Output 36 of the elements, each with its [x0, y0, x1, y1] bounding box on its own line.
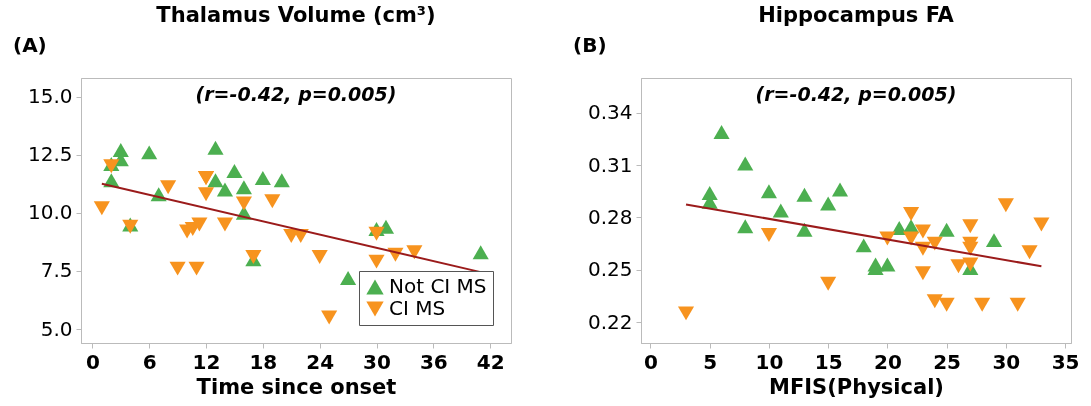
text: (A) [13, 33, 47, 57]
x-tick-label: 18 [249, 349, 278, 374]
x-tick-label: 25 [933, 349, 962, 374]
y-tick-label: 10.0 [27, 200, 73, 225]
x-tick-label: 5 [703, 349, 718, 374]
x-axis-title: Time since onset [196, 374, 397, 399]
text: (B) [573, 33, 607, 57]
y-tick-label: 0.22 [587, 309, 633, 334]
y-tick-label: 12.5 [27, 142, 73, 167]
x-tick-label: 36 [419, 349, 448, 374]
legend-label: Not CI MS [389, 274, 487, 298]
x-tick-label: 0 [644, 349, 658, 374]
x-tick-label: 30 [363, 349, 391, 374]
x-tick-label: 12 [192, 349, 221, 374]
x-tick-label: 35 [1051, 349, 1080, 374]
chart-subtitle: (r=-0.42, p=0.005) [195, 83, 397, 105]
y-tick-label: 0.34 [587, 100, 633, 125]
x-tick-label: 15 [814, 349, 843, 374]
y-tick-label: 7.5 [40, 258, 73, 283]
y-tick-label: 5.0 [40, 316, 73, 341]
x-tick-label: 30 [992, 349, 1021, 374]
y-tick-label: 0.31 [587, 152, 633, 177]
chart-title: Thalamus Volume (cm³) [156, 3, 436, 27]
legend-label: CI MS [389, 296, 446, 320]
x-tick-label: 10 [755, 349, 784, 374]
x-tick-label: 42 [476, 349, 505, 374]
x-tick-label: 20 [873, 349, 902, 374]
y-tick-label: 0.28 [587, 204, 633, 229]
x-axis-title: MFIS(Physical) [769, 374, 944, 399]
chart-title: Hippocampus FA [758, 3, 955, 27]
x-tick-label: 6 [142, 349, 157, 374]
y-tick-label: 0.25 [587, 257, 633, 282]
x-tick-label: 24 [306, 349, 335, 374]
chart-subtitle: (r=-0.42, p=0.005) [755, 83, 957, 105]
y-tick-label: 15.0 [27, 84, 73, 109]
x-tick-label: 0 [85, 349, 100, 374]
